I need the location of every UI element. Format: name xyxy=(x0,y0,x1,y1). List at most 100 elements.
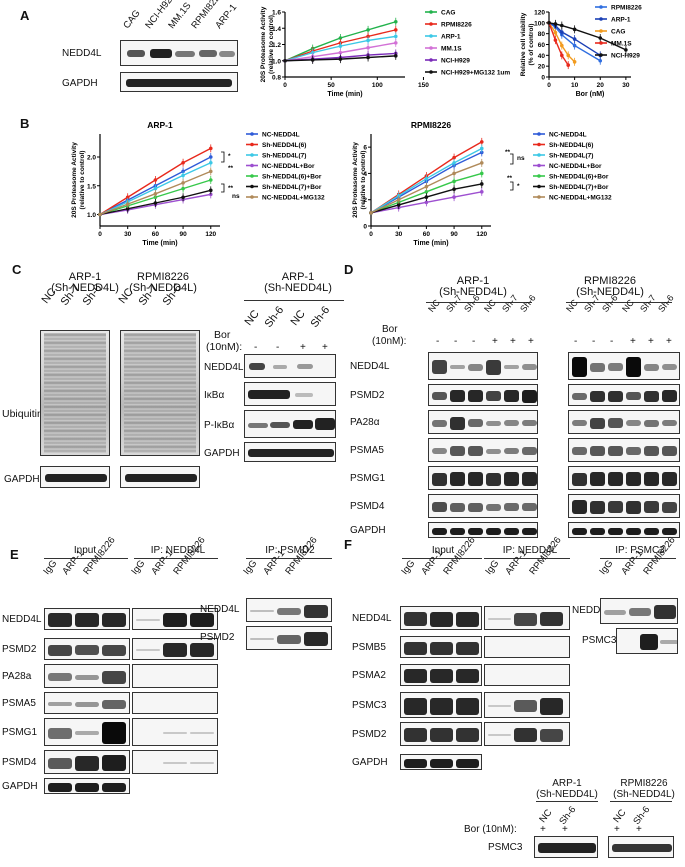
data-point xyxy=(572,27,577,32)
data-point xyxy=(338,50,343,55)
lane-label: NC xyxy=(620,297,637,314)
blot-d-pa28α xyxy=(428,410,538,434)
significance-label: ** xyxy=(505,149,511,156)
row-label: NEDD4L xyxy=(204,362,244,373)
data-point xyxy=(125,195,130,200)
bor-mark: - xyxy=(436,336,440,347)
blot-c-gapdh-right xyxy=(244,442,336,462)
blot-f-nedd4l xyxy=(484,606,570,630)
x-tick-label: 0 xyxy=(98,231,102,238)
legend-marker xyxy=(250,142,254,147)
bor-mark: + xyxy=(528,336,534,347)
data-point xyxy=(181,186,185,191)
data-point xyxy=(369,211,373,215)
legend-label: NC-NEDD4L xyxy=(262,132,300,139)
data-point xyxy=(553,22,558,26)
data-point xyxy=(452,187,456,191)
x-tick-label: 60 xyxy=(152,231,160,238)
blot-f-psmd2 xyxy=(484,722,570,746)
group-divider xyxy=(426,302,532,303)
blot-d-gapdh xyxy=(428,522,538,538)
bor-mark: - xyxy=(574,336,578,347)
legend-label: Sh-NEDD4L(6) xyxy=(549,142,593,149)
significance-label: * xyxy=(517,183,520,190)
significance-label: ** xyxy=(507,175,513,182)
chart-title: ARP-1 xyxy=(147,120,173,130)
data-point xyxy=(208,146,213,151)
row-label: PSMC3 xyxy=(582,635,617,646)
y-tick-label: 40 xyxy=(538,53,546,60)
data-point xyxy=(479,171,484,176)
group-divider xyxy=(600,558,676,559)
blot-f-psmc3 xyxy=(400,692,482,718)
row-label: NEDD4L xyxy=(2,614,42,625)
data-point xyxy=(598,36,603,40)
legend-marker xyxy=(599,29,603,33)
data-point xyxy=(547,21,551,25)
blot-a-nedd4l xyxy=(120,40,238,66)
data-point xyxy=(181,173,185,178)
x-tick-label: 100 xyxy=(372,82,383,89)
lane-label: NC xyxy=(482,297,499,314)
blot-d-psmd4 xyxy=(428,494,538,518)
bor-mark: - xyxy=(472,336,476,347)
blot-d-psmd4 xyxy=(568,494,680,518)
bor-mark: + xyxy=(492,336,498,347)
blot-f-psmc3-rpmi xyxy=(608,836,674,858)
group-divider xyxy=(244,300,344,301)
series-line xyxy=(548,22,569,66)
data-point xyxy=(283,58,287,63)
blot-e-psmg1 xyxy=(132,718,218,746)
x-axis-label: Time (min) xyxy=(327,91,362,98)
data-point xyxy=(366,38,370,43)
blot-c-ubiquitin-arp1 xyxy=(40,330,110,456)
legend-marker xyxy=(250,195,254,199)
x-tick-label: 30 xyxy=(124,231,132,238)
data-point xyxy=(181,181,185,185)
data-point xyxy=(208,178,213,182)
blot-e-psma5 xyxy=(44,692,130,714)
legend-label: MM.1S xyxy=(611,41,632,48)
data-point xyxy=(572,37,577,41)
bor-mark: + xyxy=(562,824,568,835)
y-tick-label: 1.5 xyxy=(87,183,96,190)
legend-marker xyxy=(599,17,603,21)
significance-bracket xyxy=(221,183,225,193)
data-point xyxy=(393,34,398,39)
blot-f-gapdh xyxy=(400,754,482,770)
blot-e-nedd4l xyxy=(44,608,130,630)
data-point xyxy=(208,192,213,197)
bor-label: Bor (10nM): xyxy=(464,824,517,835)
legend-label: Sh-NEDD4L(7) xyxy=(549,153,593,160)
data-point xyxy=(452,171,456,176)
blot-f-ip-psmc3-nedd4l xyxy=(600,598,678,624)
row-label: PSMG1 xyxy=(2,727,38,738)
group-divider xyxy=(246,558,332,559)
data-point xyxy=(424,190,429,194)
data-point xyxy=(560,43,564,48)
bor-mark: - xyxy=(592,336,596,347)
blot-f-psmc3 xyxy=(484,692,570,718)
legend-label: NC-NEDD4L+Bor xyxy=(549,163,602,170)
x-axis-label: Time (min) xyxy=(413,240,448,247)
row-label: PSMD4 xyxy=(350,501,385,512)
data-point xyxy=(393,19,398,24)
y-tick-label: 6 xyxy=(363,145,367,152)
blot-e-psmd2 xyxy=(132,638,218,660)
y-tick-label: 0 xyxy=(363,224,367,231)
data-point xyxy=(624,48,628,52)
bor-mark: - xyxy=(454,336,458,347)
legend-marker xyxy=(250,132,254,136)
blot-d-psmd2 xyxy=(428,384,538,406)
chart-a-viability: 0 20 40 60 80 100 120 0 10 20 30 Bor (nM) Relative c… xyxy=(520,5,642,99)
legend-label: Sh-NEDD4L(7)+Bor xyxy=(262,184,322,191)
significance-label: ns xyxy=(232,193,240,200)
blot-e-gapdh xyxy=(44,778,130,794)
significance-label: ** xyxy=(228,165,234,172)
legend-marker xyxy=(429,10,433,14)
group-label: ARP-1 (Sh-NEDD4L) xyxy=(264,271,332,294)
blot-f-nedd4l xyxy=(400,606,482,630)
data-point xyxy=(366,28,370,32)
row-label: PSMA2 xyxy=(352,670,386,681)
data-point xyxy=(560,30,564,34)
